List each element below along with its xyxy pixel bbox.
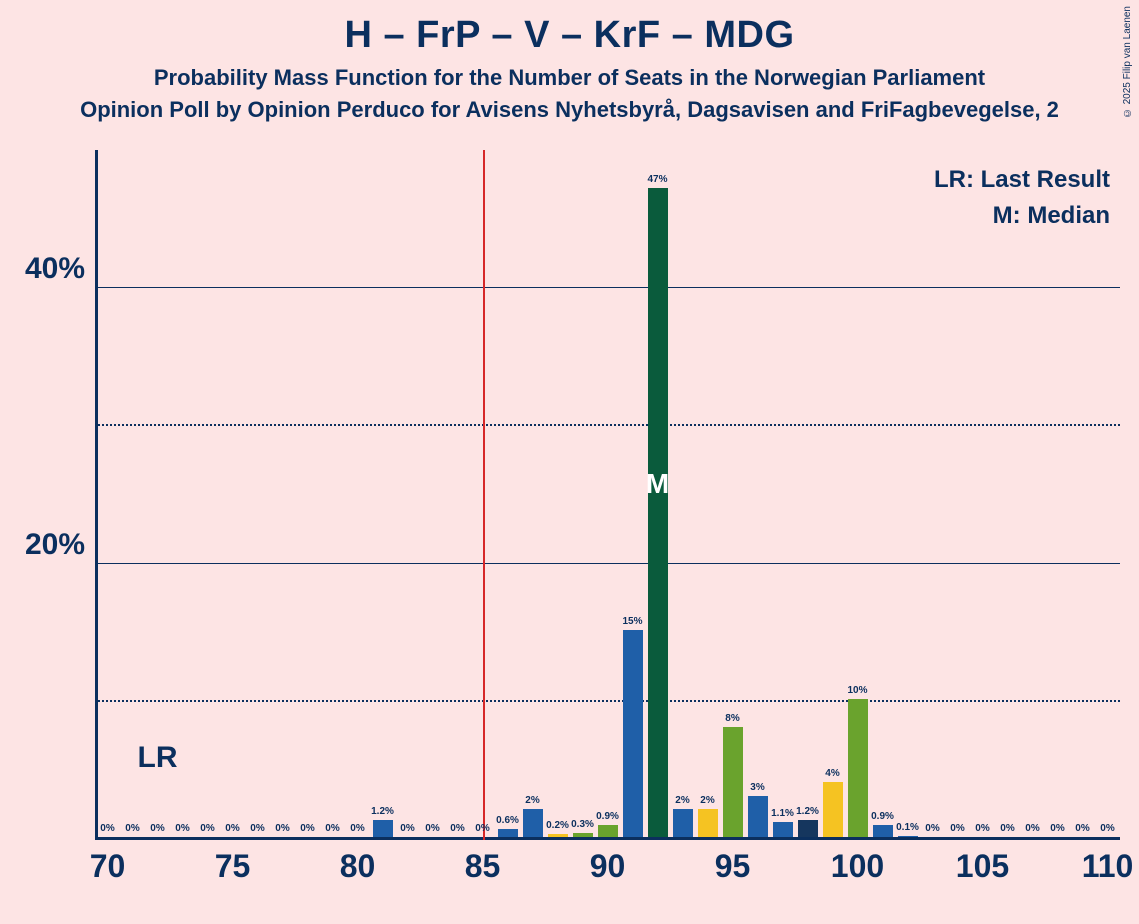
y-tick-label: 40% (0, 252, 85, 286)
median-mark: M (646, 468, 669, 500)
chart-title: H – FrP – V – KrF – MDG (0, 0, 1139, 57)
x-tick-label: 75 (215, 848, 251, 885)
x-tick-label: 110 (1082, 848, 1134, 885)
bar (648, 188, 668, 837)
bar-value-label: 0% (950, 823, 964, 834)
bar-value-label: 0% (275, 823, 289, 834)
chart-subtitle-2: Opinion Poll by Opinion Perduco for Avis… (0, 97, 1139, 123)
bar (798, 820, 818, 837)
bar-value-label: 0% (425, 823, 439, 834)
bar-value-label: 0.9% (871, 811, 894, 822)
bar-value-label: 0.6% (496, 815, 519, 826)
y-axis (95, 150, 98, 840)
x-tick-label: 100 (831, 848, 884, 885)
bar-value-label: 0% (400, 823, 414, 834)
bar-value-label: 8% (725, 713, 739, 724)
bar-value-label: 0% (250, 823, 264, 834)
bar-value-label: 0% (475, 823, 489, 834)
bar-value-label: 47% (647, 174, 667, 185)
bar-value-label: 0% (300, 823, 314, 834)
copyright-text: © 2025 Filip van Laenen (1122, 6, 1133, 118)
bar-value-label: 0% (1025, 823, 1039, 834)
bar (498, 829, 518, 837)
gridline-minor (95, 700, 1120, 702)
bar-value-label: 0% (975, 823, 989, 834)
bar-value-label: 0% (1050, 823, 1064, 834)
gridline-minor (95, 424, 1120, 426)
bar-value-label: 4% (825, 768, 839, 779)
legend-m: M: Median (934, 198, 1110, 234)
bar-value-label: 10% (847, 685, 867, 696)
bar-value-label: 0.1% (896, 822, 919, 833)
bar (623, 630, 643, 837)
x-tick-label: 85 (465, 848, 501, 885)
bar (573, 833, 593, 837)
bar-value-label: 0% (1075, 823, 1089, 834)
x-tick-label: 105 (956, 848, 1009, 885)
x-tick-label: 95 (715, 848, 751, 885)
bar-value-label: 0% (125, 823, 139, 834)
x-tick-label: 70 (90, 848, 126, 885)
bar-value-label: 1.2% (796, 806, 819, 817)
bar (723, 727, 743, 837)
legend: LR: Last Result M: Median (934, 162, 1110, 234)
bar (848, 699, 868, 837)
x-axis (95, 837, 1120, 840)
bar-value-label: 2% (675, 795, 689, 806)
chart-subtitle: Probability Mass Function for the Number… (0, 65, 1139, 91)
bar (598, 825, 618, 837)
bar-value-label: 0% (925, 823, 939, 834)
bar-value-label: 0% (1100, 823, 1114, 834)
bar-value-label: 0% (200, 823, 214, 834)
last-result-label: LR (138, 741, 178, 775)
bar-value-label: 2% (525, 795, 539, 806)
bar-value-label: 0% (100, 823, 114, 834)
bar-value-label: 0% (225, 823, 239, 834)
bar (373, 820, 393, 837)
bar-value-label: 0% (325, 823, 339, 834)
bar (773, 822, 793, 837)
x-tick-label: 90 (590, 848, 626, 885)
bar-value-label: 0% (1000, 823, 1014, 834)
last-result-line (483, 150, 485, 840)
chart-plot-area: LR: Last Result M: Median 20%40%LR0%0%0%… (95, 150, 1120, 840)
x-tick-label: 80 (340, 848, 376, 885)
bar-value-label: 0.9% (596, 811, 619, 822)
bar-value-label: 0.3% (571, 819, 594, 830)
bar-value-label: 0% (150, 823, 164, 834)
bar (748, 796, 768, 837)
legend-lr: LR: Last Result (934, 162, 1110, 198)
bar-value-label: 0% (175, 823, 189, 834)
bar (823, 782, 843, 837)
gridline-major (95, 563, 1120, 564)
bar-value-label: 1.1% (771, 808, 794, 819)
bar (898, 836, 918, 837)
y-tick-label: 20% (0, 528, 85, 562)
bar (548, 834, 568, 837)
bar-value-label: 2% (700, 795, 714, 806)
bar (673, 809, 693, 837)
bar-value-label: 0% (350, 823, 364, 834)
bar-value-label: 0.2% (546, 820, 569, 831)
bar (698, 809, 718, 837)
bar-value-label: 15% (622, 616, 642, 627)
bar (873, 825, 893, 837)
bar-value-label: 3% (750, 782, 764, 793)
gridline-major (95, 287, 1120, 288)
bar-value-label: 0% (450, 823, 464, 834)
bar (523, 809, 543, 837)
bar-value-label: 1.2% (371, 806, 394, 817)
